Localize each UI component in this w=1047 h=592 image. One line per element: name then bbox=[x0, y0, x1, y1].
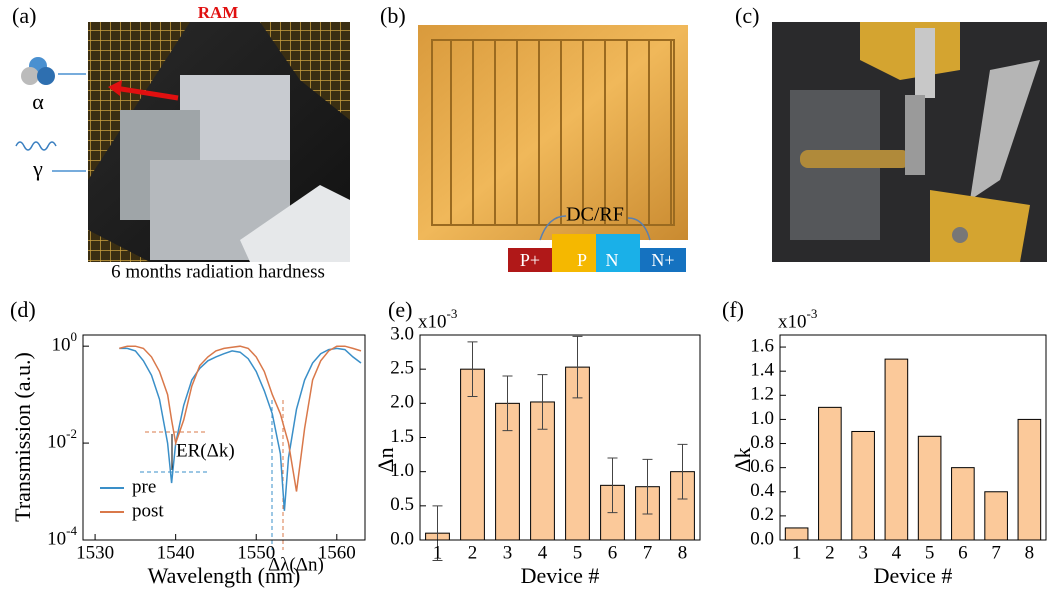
x-tick-label: 4 bbox=[892, 542, 902, 563]
exponent: -3 bbox=[447, 306, 458, 321]
y-tick-label: 100 bbox=[52, 330, 78, 356]
line-series bbox=[119, 346, 361, 491]
y-tick-label: 10-2 bbox=[47, 427, 77, 453]
title: RAM bbox=[198, 3, 239, 22]
panel-b: (b) DC/RF P+ P N N+ bbox=[380, 3, 688, 272]
caption: 6 months radiation hardness bbox=[111, 261, 325, 282]
x-tick-label: 6 bbox=[608, 542, 618, 563]
x-tick-label: 3 bbox=[858, 542, 868, 563]
x-tick-label: 6 bbox=[958, 542, 968, 563]
x-tick-label: 5 bbox=[573, 542, 583, 563]
x-axis-title: Device # bbox=[874, 563, 953, 588]
panel-label: (d) bbox=[10, 297, 36, 322]
x-tick-label: 7 bbox=[643, 542, 653, 563]
multiplier: x10-3 bbox=[778, 306, 817, 332]
y-tick-label: 1.2 bbox=[750, 384, 774, 405]
y-axis-title: Transmission (a.u.) bbox=[10, 352, 35, 522]
bar bbox=[885, 359, 908, 540]
doping-region bbox=[552, 234, 596, 272]
x-tick-label: 1 bbox=[433, 542, 443, 563]
plot-frame bbox=[83, 335, 365, 540]
exponent: -3 bbox=[807, 306, 818, 321]
y-tick-label: 1.4 bbox=[750, 360, 774, 381]
x-tick-label: 8 bbox=[678, 542, 688, 563]
probe bbox=[915, 28, 935, 98]
panel-label: (b) bbox=[380, 3, 406, 28]
bar bbox=[952, 468, 975, 540]
y-tick-label: 2.5 bbox=[390, 358, 414, 379]
y-tick-label: 10-4 bbox=[47, 523, 77, 549]
chip-pattern bbox=[432, 40, 674, 225]
wave bbox=[16, 142, 56, 150]
region-label: P+ bbox=[520, 250, 540, 270]
fiber-holder bbox=[800, 150, 910, 168]
y-tick-label: 2.0 bbox=[390, 392, 414, 413]
x-tick-label: 1530 bbox=[76, 542, 114, 563]
x-tick-label: 5 bbox=[925, 542, 935, 563]
x-tick-label: 1 bbox=[792, 542, 802, 563]
bar bbox=[1018, 419, 1041, 540]
particle bbox=[37, 67, 55, 85]
exponent: -2 bbox=[66, 427, 77, 442]
exponent: 0 bbox=[71, 330, 78, 345]
bar bbox=[918, 436, 941, 540]
particle-label: α bbox=[32, 89, 44, 114]
region-label: P bbox=[577, 250, 587, 270]
panel-label: (f) bbox=[722, 297, 744, 322]
bar bbox=[985, 492, 1008, 540]
exponent: -4 bbox=[66, 523, 77, 538]
y-tick-label: 0.5 bbox=[390, 494, 414, 515]
x-tick-label: 2 bbox=[468, 542, 478, 563]
y-tick-label: 0.4 bbox=[750, 480, 774, 501]
bar bbox=[819, 407, 842, 540]
y-tick-label: 0.2 bbox=[750, 504, 774, 525]
x-tick-label: 3 bbox=[503, 542, 513, 563]
y-tick-label: 1.5 bbox=[390, 426, 414, 447]
legend-label: post bbox=[132, 500, 164, 521]
panel-label: (e) bbox=[388, 297, 412, 322]
panel-d-decor bbox=[140, 400, 305, 550]
legend-label: pre bbox=[132, 476, 156, 497]
annotation: Δλ(Δn) bbox=[268, 554, 324, 575]
multiplier: x10-3 bbox=[418, 306, 457, 332]
bar bbox=[852, 431, 875, 540]
region-label: N+ bbox=[651, 250, 674, 270]
bar bbox=[785, 528, 808, 540]
x-axis-title: Device # bbox=[521, 563, 600, 588]
y-tick-label: 1.0 bbox=[750, 408, 774, 429]
screw bbox=[952, 227, 968, 243]
x-tick-label: 8 bbox=[1025, 542, 1035, 563]
x-tick-label: 2 bbox=[825, 542, 835, 563]
y-tick-label: 0.0 bbox=[750, 528, 774, 549]
y-tick-label: 0.6 bbox=[750, 456, 774, 477]
panel-label: (a) bbox=[12, 3, 36, 28]
particle bbox=[21, 67, 39, 85]
y-tick-label: 0.8 bbox=[750, 432, 774, 453]
particle-label: γ bbox=[32, 156, 43, 181]
y-tick-label: 1.6 bbox=[750, 335, 774, 356]
annotation: ER(Δk) bbox=[176, 440, 235, 461]
probe bbox=[905, 95, 925, 175]
panel-label: (c) bbox=[735, 3, 759, 28]
region-label: N bbox=[606, 250, 619, 270]
x-tick-label: 4 bbox=[538, 542, 548, 563]
y-tick-label: 1.0 bbox=[390, 460, 414, 481]
x-tick-label: 1540 bbox=[157, 542, 195, 563]
figure: (a) RAM α γ 6 months radiation hardness … bbox=[0, 0, 1047, 592]
y-tick-label: 0.0 bbox=[390, 528, 414, 549]
panel-c: (c) bbox=[735, 3, 1047, 262]
annotation: DC/RF bbox=[566, 204, 624, 226]
panel-a: (a) RAM α γ 6 months radiation hardness bbox=[12, 3, 350, 282]
x-tick-label: 7 bbox=[991, 542, 1001, 563]
y-tick-label: 3.0 bbox=[390, 323, 414, 344]
